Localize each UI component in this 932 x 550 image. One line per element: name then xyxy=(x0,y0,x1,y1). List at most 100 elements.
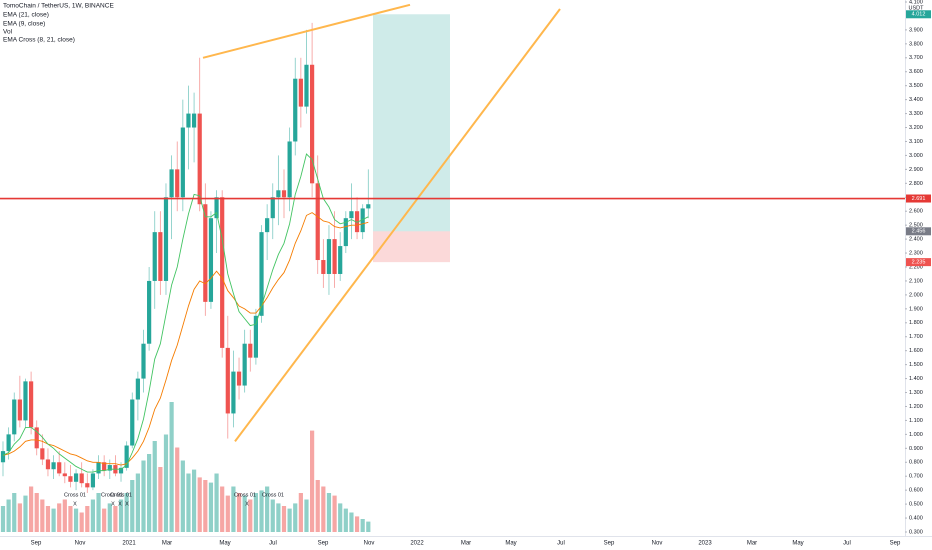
candle-body xyxy=(163,197,169,281)
trend-line xyxy=(234,8,561,442)
volume-bar xyxy=(0,506,6,532)
x-tick-label: Jul xyxy=(843,541,851,547)
y-tick-label: 3.600 xyxy=(909,69,923,75)
volume-bar xyxy=(17,503,22,532)
cross-annotation: Cross 01 xyxy=(234,492,256,498)
y-tick-label: 2.600 xyxy=(909,209,923,215)
y-tick-label: 1.300 xyxy=(909,390,923,396)
volume-bar xyxy=(197,477,202,532)
volume-bar xyxy=(62,499,67,532)
volume-bar xyxy=(29,486,34,532)
volume-bar xyxy=(281,506,287,532)
y-tick-label: 0.500 xyxy=(909,502,923,508)
candle-body xyxy=(304,64,309,107)
candle-body xyxy=(12,399,17,435)
candle-body xyxy=(310,64,315,184)
y-tick-label: 0.300 xyxy=(909,529,923,535)
y-tick-label: 2.400 xyxy=(909,237,923,243)
volume-bar xyxy=(203,480,208,532)
cross-marker: X xyxy=(73,501,77,507)
y-tick-label: 1.800 xyxy=(909,320,923,326)
candle-body xyxy=(62,473,67,477)
x-tick-label: Mar xyxy=(747,541,757,547)
candle-body xyxy=(29,381,34,428)
candle-body xyxy=(118,467,124,474)
cross-annotation: Cross 01 xyxy=(101,492,123,498)
candle-body xyxy=(298,78,303,107)
indicator-label: EMA Cross (8, 21, close) xyxy=(3,37,75,44)
volume-bar xyxy=(360,519,365,532)
candle-body xyxy=(152,232,157,281)
volume-bar xyxy=(23,495,28,532)
volume-bar xyxy=(315,480,320,532)
ema-line xyxy=(2,212,369,466)
y-tick-label: 0.700 xyxy=(909,474,923,480)
candle-body xyxy=(85,483,90,488)
volume-bar xyxy=(242,495,247,532)
y-tick-label: 3.000 xyxy=(909,153,923,159)
volume-bar xyxy=(287,508,292,532)
y-tick-label: 3.900 xyxy=(909,27,923,33)
candle-body xyxy=(124,445,129,468)
cross-marker: X xyxy=(111,501,115,507)
y-tick-label: 0.900 xyxy=(909,446,923,452)
price-label: 4.012 xyxy=(912,12,926,18)
volume-pane xyxy=(0,402,371,532)
x-tick-label: May xyxy=(505,541,516,547)
candle-body xyxy=(90,473,96,488)
volume-bar xyxy=(130,480,135,532)
candle-body xyxy=(354,211,360,233)
x-tick-label: 2022 xyxy=(410,541,424,547)
volume-bar xyxy=(102,508,107,532)
x-tick-label: Jul xyxy=(269,541,277,547)
candle-body xyxy=(0,451,6,463)
target-zone xyxy=(373,14,450,232)
candle-body xyxy=(40,448,45,460)
volume-bar xyxy=(180,460,185,532)
price-label-bg xyxy=(906,194,931,203)
y-tick-label: 3.300 xyxy=(909,111,923,117)
cross-marker: X xyxy=(118,501,122,507)
indicator-label: EMA (9, close) xyxy=(3,21,45,28)
cross-annotation: Cross 01 xyxy=(64,492,86,498)
volume-bar xyxy=(259,490,264,532)
x-tick-label: May xyxy=(219,541,230,547)
y-tick-label: 1.700 xyxy=(909,334,923,340)
candle-body xyxy=(253,315,258,358)
cross-marker: X xyxy=(245,501,249,507)
volume-bar xyxy=(12,493,17,532)
volume-bar xyxy=(265,486,270,532)
volume-bar xyxy=(253,493,258,532)
volume-bar xyxy=(124,493,129,532)
candle-body xyxy=(130,399,135,446)
candle-body xyxy=(321,260,326,274)
volume-bar xyxy=(191,469,197,532)
y-tick-label: 2.500 xyxy=(909,223,923,229)
candle-body xyxy=(248,343,253,358)
y-tick-label: 2.200 xyxy=(909,264,923,270)
x-tick-label: 2021 xyxy=(122,541,136,547)
volume-bar xyxy=(57,503,62,532)
volume-bar xyxy=(113,506,118,532)
volume-bar xyxy=(208,482,214,532)
cross-marker: X xyxy=(125,501,129,507)
volume-bar xyxy=(73,508,79,532)
volume-bar xyxy=(90,499,96,532)
candle-body xyxy=(315,183,320,261)
y-tick-label: 3.400 xyxy=(909,97,923,103)
volume-bar xyxy=(147,454,152,532)
volume-bar xyxy=(152,441,157,532)
volume-bar xyxy=(118,499,124,532)
candle-body xyxy=(79,473,84,484)
volume-bar xyxy=(40,499,45,532)
volume-bar xyxy=(321,486,326,532)
y-tick-label: 1.500 xyxy=(909,362,923,368)
y-tick-label: 3.200 xyxy=(909,125,923,131)
volume-bar xyxy=(343,508,348,532)
x-tick-label: May xyxy=(792,541,803,547)
y-tick-label: 2.300 xyxy=(909,251,923,257)
volume-bar xyxy=(6,499,11,532)
candle-body xyxy=(147,280,152,344)
candle-body xyxy=(220,197,225,348)
cross-annotation: Cross 01 xyxy=(110,492,132,498)
